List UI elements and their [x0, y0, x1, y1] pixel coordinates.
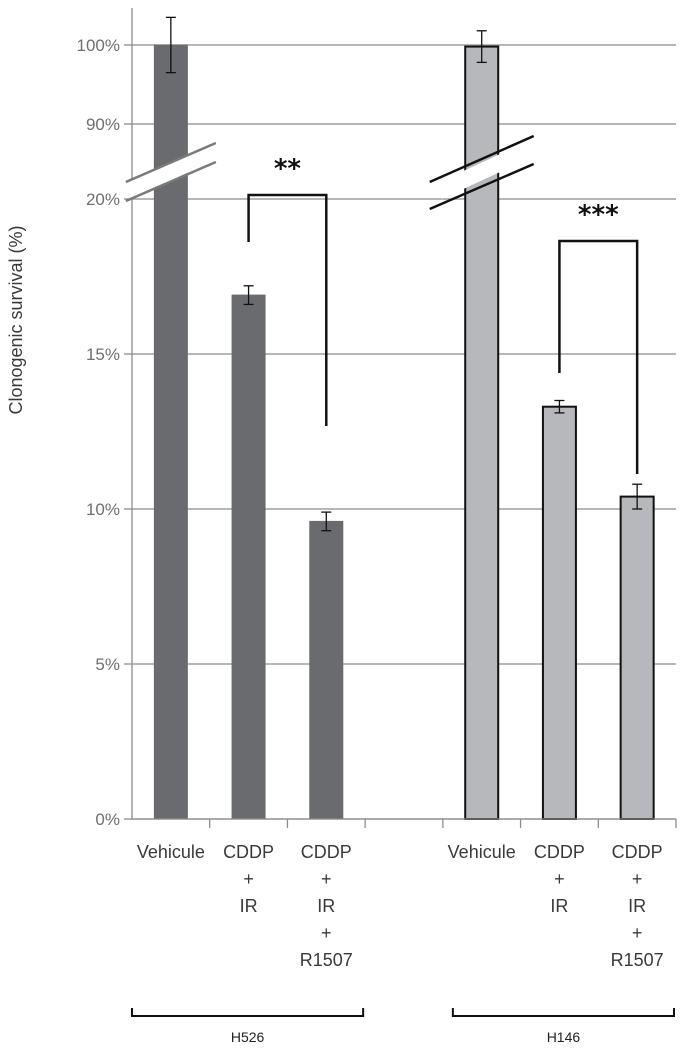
- x-category-label: +: [554, 869, 565, 889]
- axis-break-line: [429, 134, 535, 184]
- x-category-label: CDDP: [534, 842, 585, 862]
- y-axis-label: Clonogenic survival (%): [6, 225, 26, 414]
- y-tick-label: 5%: [95, 655, 120, 674]
- x-category-label: +: [243, 869, 254, 889]
- x-category-label: CDDP: [223, 842, 274, 862]
- bar-h146-2: [619, 495, 655, 820]
- bar-h526-2: [309, 520, 344, 820]
- group-bracket: [451, 1008, 675, 1017]
- x-category-label: +: [632, 869, 643, 889]
- x-category-label: +: [321, 869, 332, 889]
- axis-break-gap: [130, 144, 211, 199]
- axis-break-line: [125, 141, 217, 184]
- bar-h146-1: [541, 405, 577, 820]
- y-tick-label: 0%: [95, 810, 120, 829]
- x-category-label: IR: [317, 896, 335, 916]
- labels-layer: 0% 5% 10% 15% 20% 90% 100% Vehicule CDDP + IR CDDP +…: [77, 36, 675, 1045]
- group-label-h526: H526: [231, 1029, 265, 1045]
- group-bracket: [131, 1008, 365, 1017]
- significance-layer: *****: [247, 154, 639, 474]
- x-category-label: R1507: [300, 950, 353, 970]
- y-tick-label: 10%: [86, 500, 120, 519]
- x-category-label: Vehicule: [137, 842, 205, 862]
- x-category-label: CDDP: [612, 842, 663, 862]
- gridlines: [132, 44, 676, 820]
- x-category-label: IR: [550, 896, 568, 916]
- x-category-label: R1507: [611, 950, 664, 970]
- y-tick-label: 100%: [77, 36, 120, 55]
- significance-bracket: [558, 239, 639, 474]
- significance-label: **: [274, 154, 302, 184]
- x-category-label: +: [321, 923, 332, 943]
- y-tick-label: 90%: [86, 115, 120, 134]
- x-category-label: IR: [240, 896, 258, 916]
- axis-breaks: [125, 134, 535, 211]
- significance-bracket: [247, 193, 328, 426]
- axis-break-line: [125, 160, 217, 203]
- y-tick-label: 15%: [86, 345, 120, 364]
- axes-layer: [124, 8, 677, 828]
- axis-break-line: [429, 162, 535, 211]
- bars-layer: [153, 16, 655, 820]
- x-category-label: IR: [628, 896, 646, 916]
- significance-label: ***: [578, 200, 619, 230]
- x-category-label: +: [632, 923, 643, 943]
- bar-h526-1: [231, 294, 266, 820]
- group-label-h146: H146: [547, 1029, 581, 1045]
- y-tick-label: 20%: [86, 190, 120, 209]
- x-category-label: Vehicule: [448, 842, 516, 862]
- x-category-label: CDDP: [301, 842, 352, 862]
- axis-break-gap: [441, 144, 522, 199]
